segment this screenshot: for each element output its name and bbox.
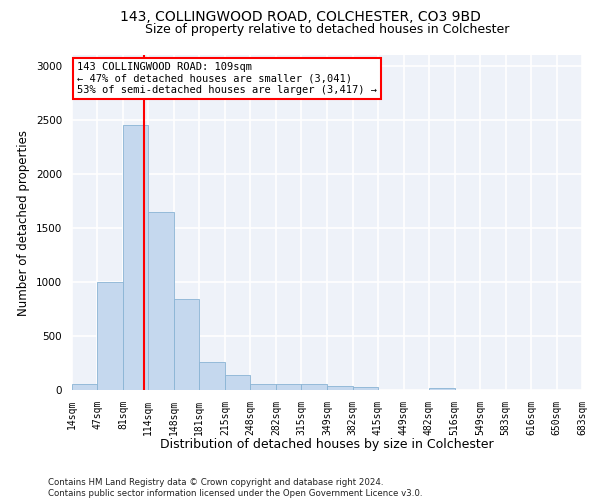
Bar (429, 388, 455, 390)
Text: 143 COLLINGWOOD ROAD: 109sqm
← 47% of detached houses are smaller (3,041)
53% of: 143 COLLINGWOOD ROAD: 109sqm ← 47% of de… (77, 62, 377, 95)
Bar (250, 384, 277, 390)
Bar (123, 125, 148, 390)
Y-axis label: Number of detached properties: Number of detached properties (17, 130, 31, 316)
Bar (328, 386, 353, 390)
Bar (97, 282, 123, 390)
Bar (148, 212, 174, 390)
Text: Contains HM Land Registry data © Crown copyright and database right 2024.
Contai: Contains HM Land Registry data © Crown c… (48, 478, 422, 498)
Bar (199, 362, 225, 390)
X-axis label: Distribution of detached houses by size in Colchester: Distribution of detached houses by size … (160, 438, 494, 451)
Bar (277, 384, 301, 390)
Text: 143, COLLINGWOOD ROAD, COLCHESTER, CO3 9BD: 143, COLLINGWOOD ROAD, COLCHESTER, CO3 9… (119, 10, 481, 24)
Bar (225, 375, 250, 390)
Bar (301, 384, 328, 390)
Bar (353, 387, 377, 390)
Title: Size of property relative to detached houses in Colchester: Size of property relative to detached ho… (145, 23, 509, 36)
Bar (72, 384, 97, 390)
Bar (174, 299, 199, 390)
